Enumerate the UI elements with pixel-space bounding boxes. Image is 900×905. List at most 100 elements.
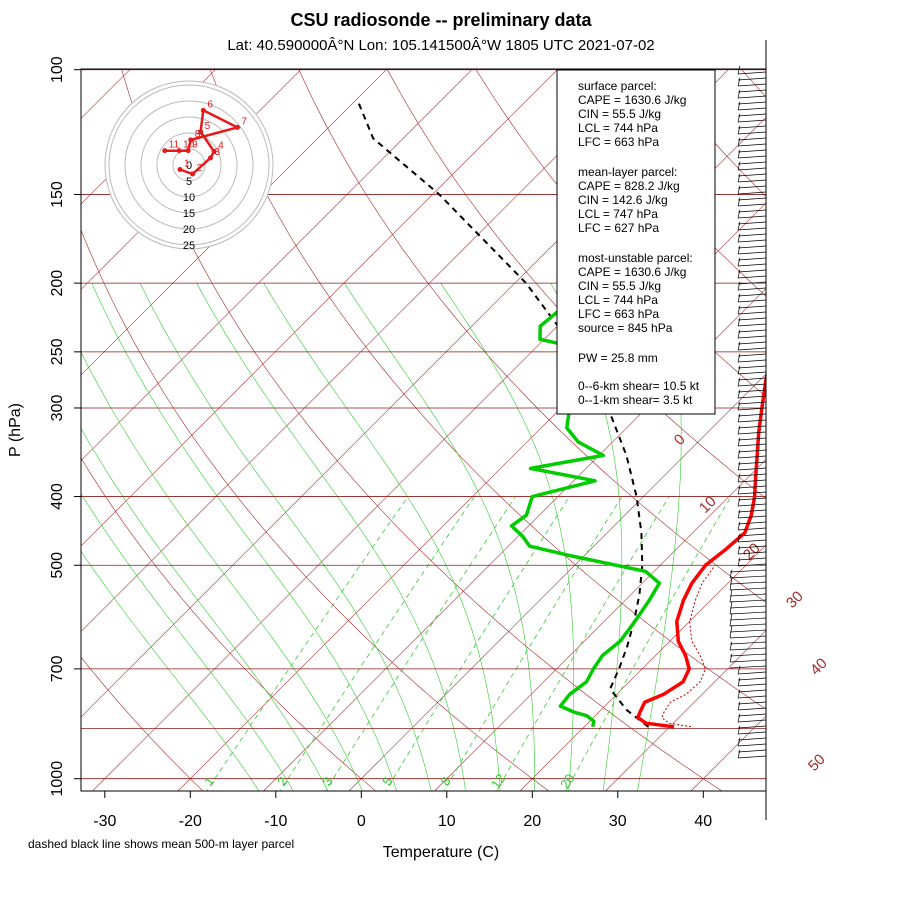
- isotherm-label: 30: [783, 588, 807, 612]
- wind-barb: [738, 348, 766, 350]
- wind-barb-feather: [738, 426, 740, 434]
- wind-barb-feather: [738, 354, 740, 362]
- wind-barb: [738, 162, 766, 164]
- wind-barb: [730, 600, 766, 602]
- wind-barb: [738, 456, 766, 458]
- wind-barb: [738, 678, 766, 680]
- hodograph-point-label: 1: [184, 158, 190, 169]
- wind-barb: [730, 654, 766, 656]
- most-unstable-lfc: LFC = 663 hPa: [578, 307, 659, 321]
- wind-barb: [738, 330, 766, 332]
- wind-barb: [738, 354, 766, 356]
- moist-adiabat-line: [50, 283, 364, 794]
- isotherm-label: 0: [671, 431, 689, 449]
- wind-barb-feather: [738, 390, 740, 398]
- wind-barb: [730, 612, 766, 614]
- precipitable-water: PW = 25.8 mm: [578, 351, 658, 365]
- hodograph-point: [208, 155, 213, 160]
- isotherm-label: 50: [805, 751, 829, 775]
- y-tick-label: 300: [49, 395, 66, 422]
- isotherm-line: [688, 70, 900, 794]
- wind-barb: [738, 126, 766, 128]
- isotherm-label: 20: [740, 540, 764, 564]
- mixing-ratio-line: [442, 497, 622, 794]
- wind-barb: [738, 228, 766, 230]
- wind-barb: [738, 732, 766, 734]
- wind-barb-feather: [738, 402, 740, 410]
- wind-barb-feather: [738, 90, 740, 98]
- wind-barb: [738, 336, 766, 338]
- wind-barb: [738, 288, 766, 290]
- wind-barb-feather: [738, 186, 740, 194]
- wind-barb: [738, 150, 766, 152]
- isotherm-line: [859, 70, 900, 794]
- surface-lfc: LFC = 663 hPa: [578, 135, 659, 149]
- wind-barb-feather: [738, 222, 740, 230]
- mixing-ratio-label: 2: [274, 774, 290, 789]
- wind-barb: [738, 258, 766, 260]
- wind-barb: [738, 144, 766, 146]
- mixing-ratio-label: 8: [437, 774, 453, 789]
- most-unstable-lcl: LCL = 744 hPa: [578, 293, 658, 307]
- most-unstable-cape: CAPE = 1630.6 J/kg: [578, 265, 686, 279]
- wind-barb: [738, 138, 766, 140]
- wind-barb: [738, 432, 766, 434]
- wind-barb: [738, 156, 766, 158]
- y-tick-label: 700: [49, 655, 66, 682]
- mixing-ratio-label: 5: [379, 774, 395, 789]
- parcel-info-box: surface parcel: CAPE = 1630.6 J/kg CIN =…: [557, 70, 715, 414]
- wind-barb-feather: [738, 318, 740, 326]
- hodograph-ring-label: 5: [186, 176, 192, 188]
- wind-barb-feather: [738, 150, 740, 158]
- wind-barb-feather: [738, 450, 740, 458]
- x-tick-label: -30: [93, 813, 116, 830]
- wind-barb: [738, 84, 766, 86]
- wind-barb: [738, 234, 766, 236]
- hodograph-point: [190, 171, 195, 176]
- hodograph-point: [212, 149, 217, 154]
- most-unstable-cin: CIN = 55.5 J/kg: [578, 279, 661, 293]
- y-tick-label: 200: [49, 270, 66, 297]
- wind-barb: [738, 366, 766, 368]
- wind-barb-feather: [738, 258, 740, 266]
- wind-barb: [738, 204, 766, 206]
- wind-barb: [738, 444, 766, 446]
- wind-barb: [738, 726, 766, 728]
- wind-barb-feather: [738, 750, 740, 758]
- wind-barb-feather: [738, 438, 740, 446]
- y-tick-label: 500: [49, 552, 66, 579]
- wind-barb-feather: [738, 498, 740, 506]
- most-unstable-parcel-header: most-unstable parcel:: [578, 251, 693, 265]
- wind-barb: [738, 300, 766, 302]
- wind-barb: [738, 318, 766, 320]
- wind-barb: [738, 246, 766, 248]
- wind-barb: [738, 276, 766, 278]
- wind-barb-feather: [730, 642, 732, 650]
- y-tick-label: 400: [49, 483, 66, 510]
- hodograph-point-label: 6: [207, 99, 213, 110]
- wind-barb: [738, 216, 766, 218]
- wind-barb: [738, 240, 766, 242]
- wind-barb-feather: [738, 522, 740, 530]
- wind-barb: [730, 582, 766, 584]
- mixing-ratio-line: [278, 497, 474, 794]
- moist-adiabat-line: [344, 283, 534, 794]
- surface-cin: CIN = 55.5 J/kg: [578, 107, 661, 121]
- wind-barb: [738, 528, 766, 530]
- surface-lcl: LCL = 744 hPa: [578, 121, 658, 135]
- wind-barb: [738, 108, 766, 110]
- chart-title: CSU radiosonde -- preliminary data: [290, 10, 592, 30]
- wind-barb-feather: [738, 666, 740, 674]
- wind-barb-feather: [738, 378, 740, 386]
- hodograph-point: [235, 125, 240, 130]
- wind-barb: [738, 690, 766, 692]
- hodograph-point-label: 8: [195, 129, 201, 140]
- wind-barb: [738, 252, 766, 254]
- wind-barb: [730, 606, 766, 608]
- hodograph-point-label: 4: [218, 141, 224, 152]
- hodograph-point-label: 7: [241, 116, 247, 127]
